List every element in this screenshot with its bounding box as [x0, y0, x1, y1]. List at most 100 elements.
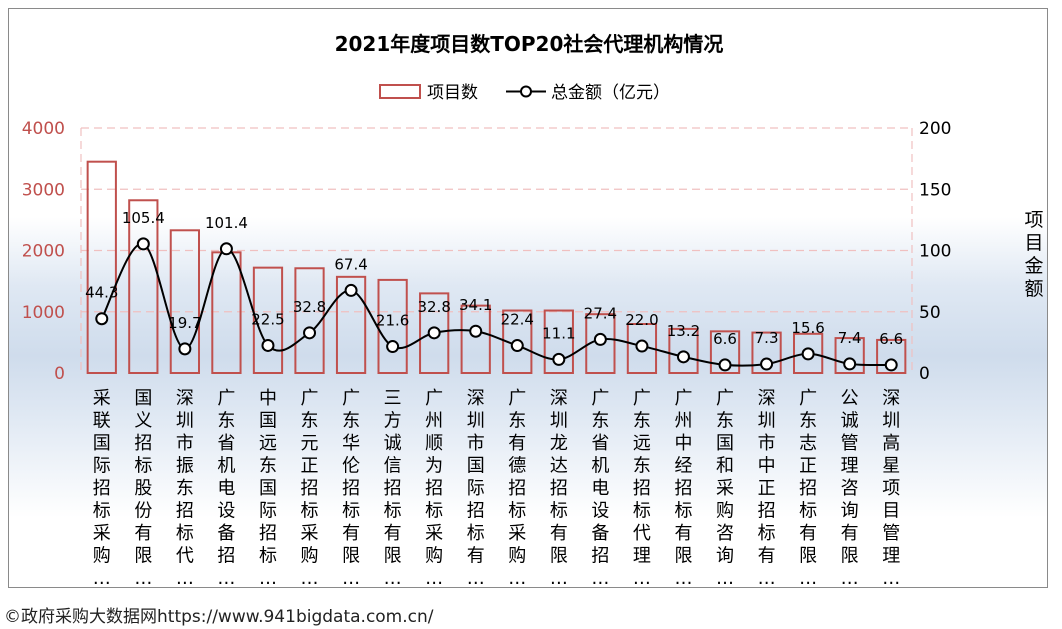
legend-bar-label: 项目数 [427, 83, 478, 103]
chart-frame: 2021年度项目数TOP20社会代理机构情况 项目数 总金额（亿元） 0 1000 200… [8, 8, 1048, 589]
line-point [510, 339, 524, 353]
category-label: 中国远东国际招标… [259, 388, 277, 589]
line-data-label: 11.1 [542, 324, 575, 342]
right-axis-label-char: 金 [1024, 255, 1043, 277]
legend-line-marker [520, 85, 532, 98]
line-point [344, 283, 358, 297]
line-data-label: 21.6 [376, 312, 409, 330]
line-data-label: 105.4 [122, 209, 165, 227]
left-axis-tick: 2000 [22, 242, 65, 262]
right-axis-tick: 0 [919, 364, 930, 384]
line-data-label: 22.0 [625, 311, 658, 329]
right-axis-tick: 150 [919, 180, 951, 200]
category-label: 广东华伦招标有限… [342, 388, 360, 589]
line-point [469, 324, 483, 338]
category-label: 广东国和采购咨询… [716, 388, 734, 589]
line-data-label: 19.7 [168, 314, 201, 332]
bar [169, 229, 201, 374]
left-axis-tick: 0 [54, 364, 65, 384]
line-point [261, 338, 275, 352]
bar [335, 275, 367, 374]
category-label: 深圳市中正招标有… [758, 388, 776, 589]
bar [668, 327, 699, 374]
line-data-label: 44.3 [85, 284, 118, 302]
line-data-label: 34.1 [459, 296, 492, 314]
line-point [303, 326, 317, 340]
right-axis-tick: 100 [919, 242, 951, 262]
right-axis-label-char: 项 [1024, 209, 1043, 231]
line-data-label: 6.6 [879, 330, 903, 348]
line-point [593, 332, 607, 346]
bar [834, 337, 865, 374]
line-data-label: 27.4 [584, 304, 617, 322]
left-axis-tick: 3000 [22, 180, 65, 200]
line-point [676, 350, 690, 364]
bar [543, 309, 574, 374]
bar [128, 199, 159, 374]
legend-line-label: 总金额（亿元） [551, 83, 670, 103]
bar [377, 278, 408, 374]
category-label: 广东有德招标采购… [508, 388, 526, 589]
category-label: 广东省机电设备招… [217, 388, 235, 589]
series-line-amount [100, 242, 892, 367]
line-data-label: 7.3 [755, 329, 779, 347]
line-data-label: 67.4 [334, 255, 367, 273]
line-point [718, 358, 732, 372]
bar [792, 332, 824, 374]
category-label: 三方诚信招标有限… [384, 388, 402, 589]
chart-title: 2021年度项目数TOP20社会代理机构情况 [335, 32, 724, 56]
footer-watermark: ©政府采购大数据网https://www.941bigdata.com.cn/ [4, 607, 434, 627]
right-axis-label-char: 额 [1024, 278, 1043, 300]
bar [585, 313, 616, 375]
category-label: 广东远东招标代理… [633, 388, 651, 589]
bar [502, 309, 533, 374]
line-data-label: 32.8 [293, 298, 326, 316]
line-data-label: 6.6 [713, 330, 737, 348]
category-label: 广东元正招标采购… [301, 388, 319, 589]
left-axis-tick: 1000 [22, 303, 65, 323]
line-point [635, 339, 649, 353]
line-data-label: 13.2 [667, 322, 700, 340]
right-axis-tick: 50 [919, 303, 941, 323]
line-point [884, 358, 898, 372]
line-point [136, 237, 150, 251]
line-data-label: 32.8 [417, 298, 450, 316]
line-data-label: 22.5 [251, 310, 284, 328]
bar [86, 160, 117, 374]
category-label: 广州中经招标有限… [674, 388, 692, 589]
bar [252, 266, 284, 374]
category-label: 公诚管理咨询有限… [841, 388, 859, 589]
right-axis-label-char: 目 [1024, 232, 1043, 254]
line-point [760, 357, 774, 371]
bar [460, 304, 491, 374]
line-point [95, 312, 109, 326]
category-label: 广东志正招标有限… [799, 388, 817, 589]
line-point [552, 352, 566, 366]
category-label: 广州顺为招标采购… [425, 388, 443, 589]
category-label: 广东省机电设备招… [591, 388, 609, 589]
bar [419, 292, 450, 374]
bar [211, 251, 242, 374]
category-label: 深圳市振东招标代… [176, 388, 194, 589]
line-data-label: 15.6 [791, 319, 824, 337]
category-label: 深圳龙达招标有限… [550, 388, 568, 589]
line-point [801, 347, 815, 361]
category-label: 深圳高星项目管理… [882, 388, 900, 589]
right-axis-tick: 200 [919, 119, 951, 139]
line-data-label: 101.4 [205, 214, 248, 232]
left-axis-tick: 4000 [22, 119, 65, 139]
bar [709, 330, 741, 375]
category-label: 国义招标股份有限… [134, 388, 152, 589]
line-point [178, 342, 192, 356]
category-label: 深圳市国际招标有… [467, 388, 485, 589]
bar [751, 331, 782, 375]
line-point [427, 326, 441, 340]
legend-bar-swatch [379, 84, 421, 99]
line-point [386, 340, 400, 354]
line-data-label: 22.4 [501, 311, 534, 329]
line-point [219, 242, 233, 256]
line-data-label: 7.4 [838, 329, 862, 347]
bar [294, 267, 325, 375]
category-label: 采联国际招标采购… [93, 388, 111, 589]
